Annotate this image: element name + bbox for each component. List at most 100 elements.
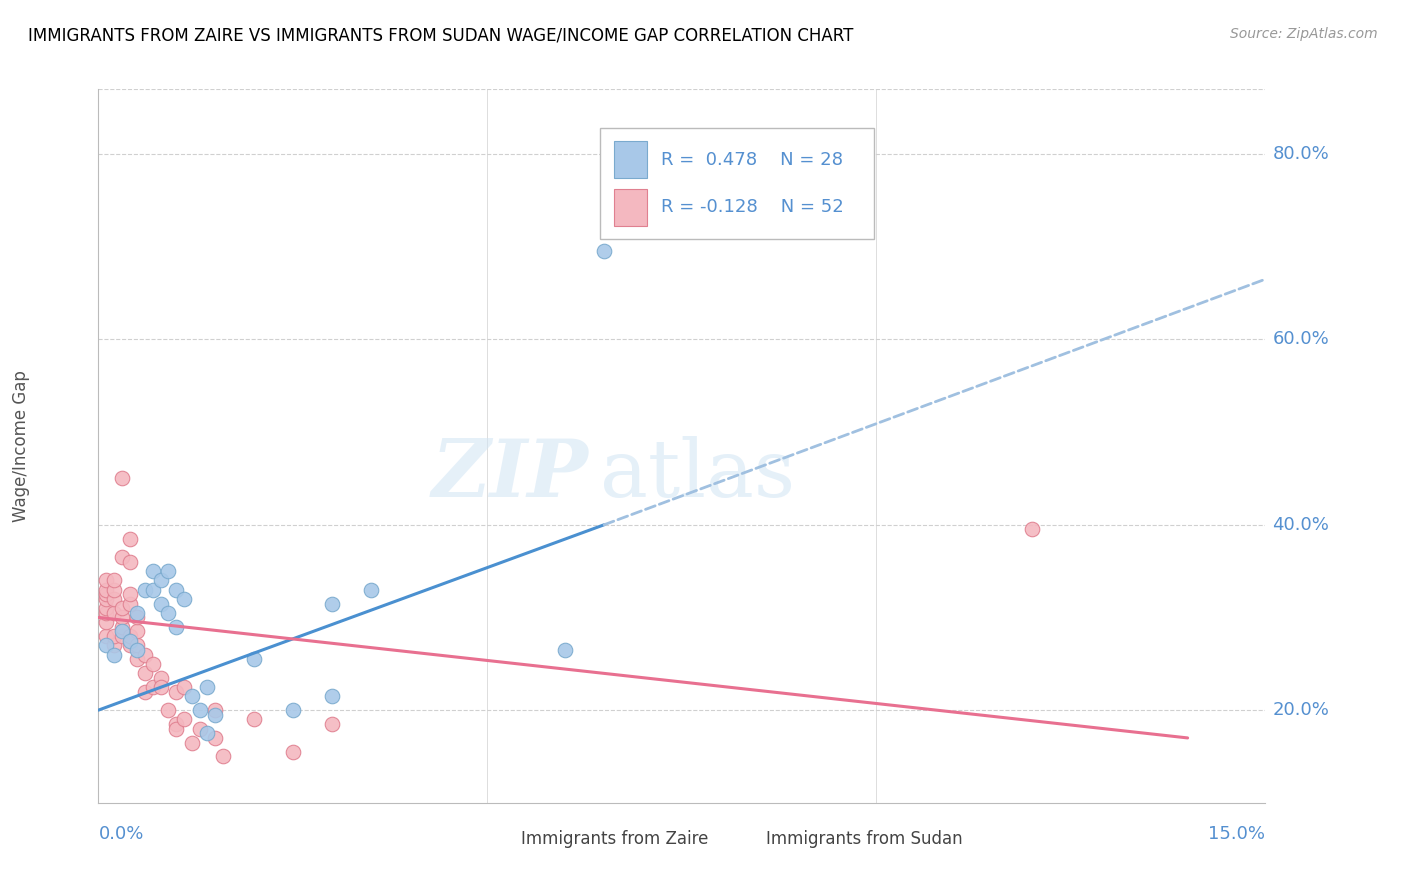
Point <box>111 620 134 634</box>
Point <box>103 638 125 652</box>
Point <box>142 564 165 578</box>
Point <box>96 638 118 652</box>
Point <box>173 680 195 694</box>
Point <box>118 629 141 643</box>
Point <box>134 648 156 662</box>
Point <box>281 703 304 717</box>
Point <box>149 680 172 694</box>
Point <box>142 582 165 597</box>
Point <box>157 703 180 717</box>
Point <box>281 745 304 759</box>
Point <box>212 749 235 764</box>
Text: Source: ZipAtlas.com: Source: ZipAtlas.com <box>1230 27 1378 41</box>
Point <box>96 606 118 620</box>
Point <box>180 735 202 749</box>
Point <box>149 574 172 588</box>
Point <box>103 574 125 588</box>
Point <box>321 690 343 704</box>
Point <box>149 671 172 685</box>
FancyBboxPatch shape <box>600 128 875 239</box>
Point <box>127 638 149 652</box>
Text: R = -0.128    N = 52: R = -0.128 N = 52 <box>661 198 844 216</box>
Point <box>321 597 343 611</box>
Point <box>165 620 187 634</box>
Point <box>142 657 165 671</box>
Point <box>195 726 218 740</box>
Text: 80.0%: 80.0% <box>1272 145 1329 163</box>
Point <box>149 597 172 611</box>
Point <box>118 633 141 648</box>
Point <box>1021 523 1043 537</box>
Text: Wage/Income Gap: Wage/Income Gap <box>13 370 30 522</box>
Text: 40.0%: 40.0% <box>1272 516 1329 533</box>
Point <box>142 680 165 694</box>
Point <box>103 591 125 606</box>
Text: atlas: atlas <box>600 435 796 514</box>
Text: 60.0%: 60.0% <box>1272 330 1329 349</box>
Point <box>165 582 187 597</box>
Point <box>204 703 226 717</box>
Point <box>165 684 187 698</box>
Point <box>360 582 382 597</box>
Text: ZIP: ZIP <box>432 436 589 513</box>
Point <box>134 582 156 597</box>
Point <box>103 648 125 662</box>
Point <box>173 591 195 606</box>
Bar <box>484 826 509 853</box>
Text: R =  0.478    N = 28: R = 0.478 N = 28 <box>661 151 844 169</box>
Text: Immigrants from Sudan: Immigrants from Sudan <box>766 830 963 848</box>
Point <box>118 587 141 601</box>
Point <box>127 610 149 624</box>
Point <box>96 601 118 615</box>
Point <box>103 606 125 620</box>
Point <box>96 615 118 629</box>
Point <box>157 606 180 620</box>
Point <box>118 532 141 546</box>
Point <box>118 597 141 611</box>
Point <box>96 582 118 597</box>
Point <box>111 624 134 639</box>
Point <box>204 731 226 745</box>
Point <box>188 703 211 717</box>
Point <box>111 550 134 565</box>
Point <box>157 564 180 578</box>
Point <box>118 555 141 569</box>
Point <box>593 244 616 259</box>
Point <box>127 624 149 639</box>
Point <box>118 638 141 652</box>
Point <box>243 712 266 726</box>
Text: 15.0%: 15.0% <box>1208 825 1265 843</box>
Text: IMMIGRANTS FROM ZAIRE VS IMMIGRANTS FROM SUDAN WAGE/INCOME GAP CORRELATION CHART: IMMIGRANTS FROM ZAIRE VS IMMIGRANTS FROM… <box>28 27 853 45</box>
Point <box>173 712 195 726</box>
Point <box>165 717 187 731</box>
Bar <box>728 826 754 853</box>
Point <box>188 722 211 736</box>
Point <box>321 717 343 731</box>
Text: 20.0%: 20.0% <box>1272 701 1329 719</box>
Point <box>204 707 226 722</box>
Bar <box>614 141 647 178</box>
Bar <box>614 189 647 226</box>
Point <box>111 629 134 643</box>
Text: 0.0%: 0.0% <box>98 825 143 843</box>
Point <box>96 591 118 606</box>
Point <box>243 652 266 666</box>
Point <box>111 610 134 624</box>
Point <box>195 680 218 694</box>
Point <box>127 606 149 620</box>
Text: Immigrants from Zaire: Immigrants from Zaire <box>520 830 709 848</box>
Point <box>134 684 156 698</box>
Point <box>165 722 187 736</box>
Point <box>103 629 125 643</box>
Point <box>180 690 202 704</box>
Point <box>127 643 149 657</box>
Point <box>554 643 576 657</box>
Point <box>96 574 118 588</box>
Point <box>103 582 125 597</box>
Point <box>96 587 118 601</box>
Point <box>96 629 118 643</box>
Point <box>111 471 134 485</box>
Point <box>111 601 134 615</box>
Point <box>127 652 149 666</box>
Point <box>134 666 156 681</box>
